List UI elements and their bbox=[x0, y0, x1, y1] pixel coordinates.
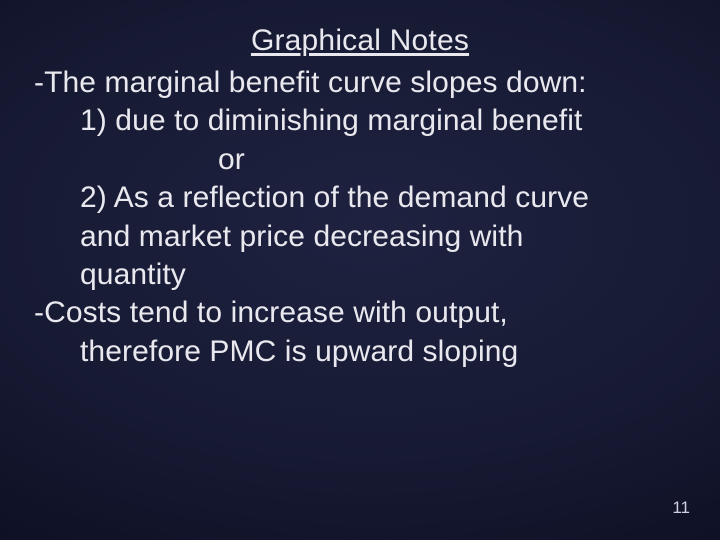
body-line: quantity bbox=[34, 256, 686, 294]
page-number: 11 bbox=[672, 498, 690, 518]
body-line: 2) As a reflection of the demand curve bbox=[34, 179, 686, 217]
body-line: -Costs tend to increase with output, bbox=[34, 294, 686, 332]
body-line: or bbox=[34, 141, 686, 179]
body-line: 1) due to diminishing marginal benefit bbox=[34, 102, 686, 140]
body-line: -The marginal benefit curve slopes down: bbox=[34, 64, 686, 102]
body-line: therefore PMC is upward sloping bbox=[34, 333, 686, 371]
body-line: and market price decreasing with bbox=[34, 218, 686, 256]
slide-title: Graphical Notes bbox=[34, 24, 686, 58]
slide: Graphical Notes -The marginal benefit cu… bbox=[0, 0, 720, 540]
